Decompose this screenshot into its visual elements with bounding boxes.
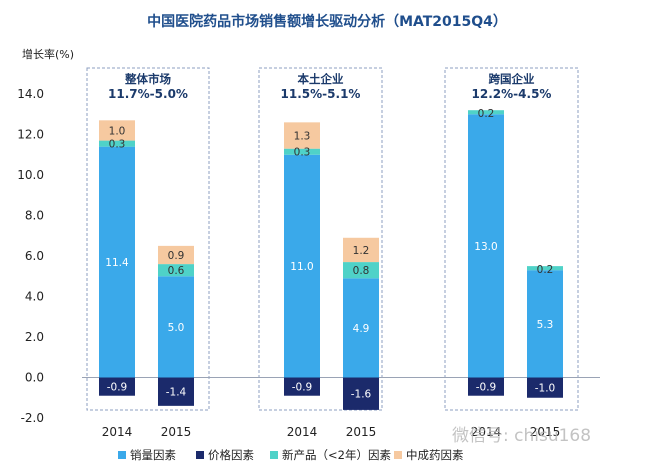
data-label-volume-2: 11.0 (290, 261, 313, 273)
data-label-price-5: -1.0 (535, 383, 556, 395)
data-label-price-0: -0.9 (107, 382, 128, 394)
data-label-new_product-3: 0.8 (353, 265, 370, 277)
group-title-1: 本土企业 (298, 72, 344, 86)
data-label-new_product-0: 0.3 (109, 139, 126, 151)
group-subtitle-2: 12.2%-4.5% (472, 87, 552, 101)
bar-price-2 (284, 377, 320, 396)
y-tick-label: 0.0 (25, 371, 44, 385)
bar-new_product-1 (158, 264, 194, 277)
bar-volume-2 (284, 154, 320, 378)
group-subtitle-1: 11.5%-5.1% (281, 87, 361, 101)
bar-volume-3 (343, 278, 379, 378)
legend-swatch-tcm (394, 451, 402, 459)
y-tick-label: 8.0 (25, 209, 44, 223)
x-axis-ticks: 2014 2015 2014 2015 2014 2015 (102, 425, 561, 439)
y-tick-label: 4.0 (25, 290, 44, 304)
x-tick-label: 2014 (471, 425, 502, 439)
data-labels: 11.4 0.3 1.0 -0.9 5.0 0.6 0.9 -1.4 11.0 0.3 1.3 -0.… (105, 108, 555, 401)
x-tick-label: 2014 (287, 425, 318, 439)
chart-title: 中国医院药品市场销售额增长驱动分析（MAT2015Q4） (147, 13, 507, 30)
bar-price-4 (468, 377, 504, 396)
data-label-volume-1: 5.0 (168, 322, 185, 334)
data-label-new_product-4: 0.2 (478, 108, 495, 120)
y-tick-label: 14.0 (17, 87, 44, 101)
data-label-new_product-2: 0.3 (294, 147, 311, 159)
bar-price-5 (527, 377, 563, 398)
data-label-volume-3: 4.9 (353, 323, 370, 335)
legend: 销量因素 价格因素 新产品（<2年）因素 中成药因素 (118, 448, 464, 462)
data-label-price-4: -0.9 (476, 382, 497, 394)
legend-swatch-new_product (270, 451, 278, 459)
data-label-tcm-2: 1.3 (294, 131, 311, 143)
legend-swatch-price (196, 451, 204, 459)
data-label-tcm-0: 1.0 (109, 125, 126, 137)
data-label-new_product-5: 0.2 (537, 264, 554, 276)
legend-label-new_product: 新产品（<2年）因素 (282, 448, 391, 462)
bar-volume-1 (158, 276, 194, 378)
bar-new_product-5 (527, 266, 563, 271)
data-label-price-1: -1.4 (166, 387, 187, 399)
data-label-tcm-1: 0.9 (168, 250, 185, 262)
bar-tcm-2 (284, 122, 320, 149)
group-box-2 (444, 67, 579, 411)
y-axis-label: 增长率(%) (22, 47, 74, 61)
data-label-price-2: -0.9 (292, 382, 313, 394)
legend-label-price: 价格因素 (208, 448, 254, 462)
data-label-tcm-3: 1.2 (353, 245, 370, 257)
legend-label-tcm: 中成药因素 (406, 448, 464, 462)
bar-volume-4 (468, 114, 504, 378)
data-label-volume-5: 5.3 (537, 319, 554, 331)
bar-tcm-3 (343, 237, 379, 263)
y-tick-label: 6.0 (25, 249, 44, 263)
x-tick-label: 2015 (530, 425, 561, 439)
bar-price-0 (99, 377, 135, 396)
bar-price-3 (343, 377, 379, 410)
legend-label-volume: 销量因素 (130, 448, 176, 462)
x-tick-label: 2015 (346, 425, 377, 439)
bar-tcm-0 (99, 120, 135, 141)
group-subtitle-0: 11.7%-5.0% (108, 87, 188, 101)
y-tick-label: 10.0 (17, 168, 44, 182)
bar-tcm-1 (158, 245, 194, 265)
legend-swatch-volume (118, 451, 126, 459)
y-tick-label: 12.0 (17, 128, 44, 142)
x-tick-label: 2015 (161, 425, 192, 439)
data-label-volume-0: 11.4 (105, 257, 129, 269)
bar-price-1 (158, 377, 194, 406)
bar-new_product-2 (284, 148, 320, 155)
group-title-0: 整体市场 (124, 72, 171, 86)
group-title-2: 跨国企业 (489, 72, 535, 86)
data-label-price-3: -1.6 (351, 389, 372, 401)
y-axis: -2.0 0.0 2.0 4.0 6.0 8.0 10.0 12.0 14.0 (17, 87, 600, 425)
data-label-new_product-1: 0.6 (168, 265, 185, 277)
y-tick-label: -2.0 (21, 411, 44, 425)
bar-volume-5 (527, 270, 563, 378)
watermark: 微信号: chisu168 (452, 426, 591, 446)
group-box-1 (258, 67, 383, 411)
bar-volume-0 (99, 146, 135, 378)
bar-new_product-4 (468, 110, 504, 115)
y-tick-label: 2.0 (25, 330, 44, 344)
group-box-0 (86, 67, 210, 411)
data-label-volume-4: 13.0 (474, 241, 497, 253)
bars (99, 110, 563, 410)
bar-new_product-0 (99, 140, 135, 147)
bar-new_product-3 (343, 262, 379, 279)
x-tick-label: 2014 (102, 425, 133, 439)
